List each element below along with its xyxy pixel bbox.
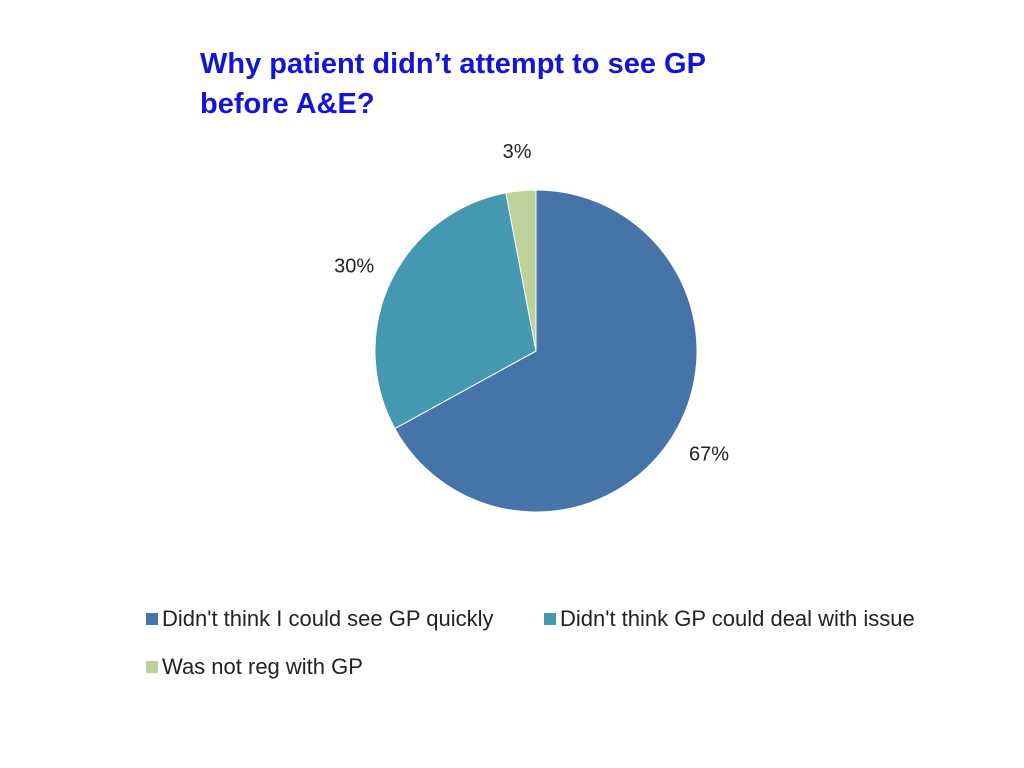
legend-swatch-not-reg-with-gp bbox=[146, 661, 158, 673]
legend-label-see-gp-quickly: Didn't think I could see GP quickly bbox=[162, 606, 494, 631]
chart-title-line-1: Why patient didn’t attempt to see GP bbox=[200, 48, 706, 80]
pie-chart: 67% 30% 3% bbox=[334, 141, 729, 513]
legend-label-not-reg-with-gp: Was not reg with GP bbox=[162, 654, 363, 679]
pie-label-not-reg-with-gp: 3% bbox=[503, 141, 532, 163]
chart-title: Why patient didn’t attempt to see GP bef… bbox=[200, 44, 840, 124]
chart-title-line-2: before A&E? bbox=[200, 88, 375, 120]
pie-label-gp-deal-with-issue: 30% bbox=[334, 255, 374, 277]
pie-slice-not-reg-with-gp bbox=[505, 189, 537, 352]
pie-label-see-gp-quickly: 67% bbox=[689, 443, 729, 465]
legend-swatch-see-gp-quickly bbox=[146, 613, 158, 625]
legend-item-gp-deal-with-issue: Didn't think GP could deal with issue bbox=[544, 606, 915, 632]
pie-slice-see-gp-quickly bbox=[394, 189, 698, 513]
legend-swatch-gp-deal-with-issue bbox=[544, 613, 556, 625]
legend-item-not-reg-with-gp: Was not reg with GP bbox=[146, 654, 363, 680]
legend-label-gp-deal-with-issue: Didn't think GP could deal with issue bbox=[560, 606, 915, 631]
legend-item-see-gp-quickly: Didn't think I could see GP quickly bbox=[146, 606, 494, 632]
pie-slice-gp-deal-with-issue bbox=[374, 192, 537, 430]
